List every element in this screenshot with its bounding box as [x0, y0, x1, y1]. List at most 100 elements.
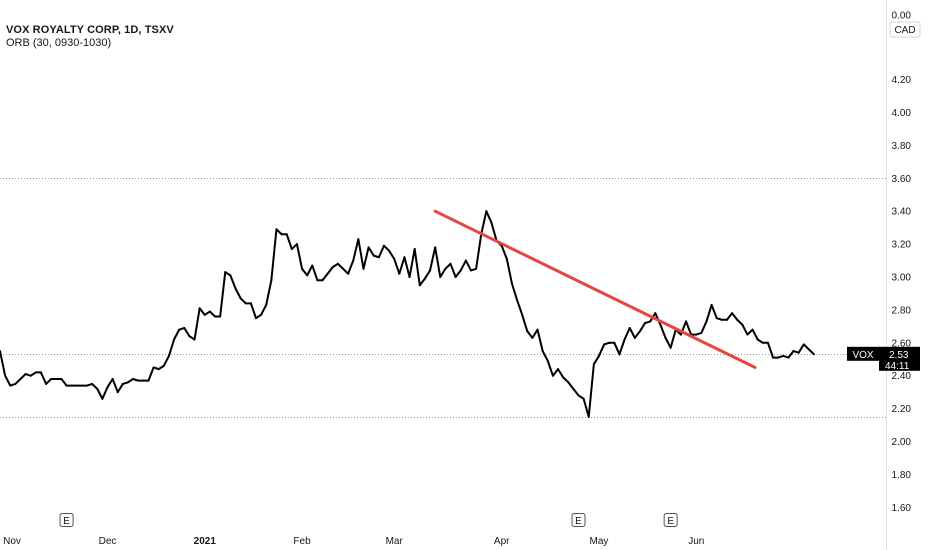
price-segment — [45, 377, 53, 385]
price-segment — [101, 386, 109, 400]
price-segment — [418, 277, 426, 287]
trendline-layer[interactable] — [433, 209, 757, 369]
price-segment — [285, 233, 293, 251]
price-segment — [480, 210, 488, 236]
price-segment — [434, 246, 442, 278]
price-segment — [756, 338, 764, 344]
price-segment — [239, 297, 247, 305]
currency-label: CAD — [894, 25, 915, 36]
price-segment — [275, 228, 283, 236]
price-segment — [429, 246, 437, 272]
price-segment — [797, 343, 805, 354]
price-segment — [229, 274, 237, 290]
price-segment — [106, 377, 114, 389]
price-segment — [60, 377, 68, 387]
price-segment — [126, 377, 135, 384]
price-segment — [147, 366, 155, 382]
price-segment — [254, 313, 263, 320]
price-segment — [219, 271, 227, 318]
y-tick-label: 3.80 — [892, 141, 912, 152]
price-segment — [531, 328, 539, 339]
y-tick-label: 2.20 — [892, 404, 912, 415]
y-tick-label: 1.80 — [892, 470, 912, 481]
price-segment — [326, 266, 334, 275]
price-segment — [510, 282, 519, 302]
price-segment — [628, 326, 636, 339]
x-tick-label: Mar — [386, 536, 404, 547]
price-segment — [29, 371, 37, 377]
price-segment — [633, 330, 641, 339]
earnings-marker-label: E — [63, 516, 70, 527]
price-segment — [751, 328, 759, 341]
price-segment — [224, 271, 232, 277]
price-segment — [736, 318, 744, 326]
price-segment — [741, 323, 749, 336]
price-segment — [725, 312, 734, 321]
price-segment — [183, 326, 191, 338]
price-segment — [234, 287, 242, 300]
price-segment — [459, 259, 467, 272]
price-segment — [557, 368, 565, 379]
price-segment — [403, 256, 411, 278]
price-segment — [659, 323, 667, 339]
price-segment — [807, 348, 815, 356]
price-segment — [669, 328, 677, 349]
x-tick-label: Jun — [688, 536, 704, 547]
earnings-marker-box — [663, 513, 678, 527]
price-segment — [577, 394, 585, 400]
time-axis[interactable]: Nov Dec 2021 Feb Mar Apr May Jun — [3, 536, 704, 547]
price-segment — [362, 246, 370, 270]
price-tag-value: 2.53 — [889, 350, 909, 361]
price-segment — [198, 307, 206, 316]
price-segment — [193, 307, 201, 341]
price-segment — [475, 233, 483, 270]
price-segment — [367, 246, 375, 257]
price-segment — [357, 238, 365, 270]
price-segment — [521, 313, 529, 333]
price-segment — [597, 343, 606, 357]
price-segment — [265, 279, 273, 306]
price-segment — [802, 343, 810, 351]
price-segment — [352, 238, 360, 262]
price-segment — [208, 310, 217, 318]
y-tick-label: 3.40 — [892, 207, 912, 218]
price-segment — [766, 341, 775, 359]
price-segment — [203, 310, 211, 316]
price-segment — [526, 330, 534, 339]
price-segment — [700, 320, 708, 334]
price-segment — [408, 248, 416, 278]
x-tick-label: Dec — [99, 536, 117, 547]
price-segment — [4, 374, 12, 387]
price-segment — [162, 354, 170, 367]
price-segment — [592, 354, 600, 366]
price-segment — [342, 267, 350, 275]
y-tick-label: 4.00 — [892, 108, 912, 119]
price-segment — [618, 338, 626, 356]
y-tick-label: 3.20 — [892, 240, 912, 251]
price-segment — [423, 269, 432, 280]
price-segment — [582, 397, 590, 418]
price-segment — [500, 244, 508, 260]
price-segment — [311, 264, 319, 282]
symbol-tag — [847, 346, 879, 361]
x-tick-label: Feb — [293, 536, 311, 547]
price-segment — [96, 387, 104, 400]
y-tick-label-top: 0.00 — [892, 11, 912, 22]
y-tick-label: 4.20 — [892, 75, 912, 86]
price-segment — [39, 371, 48, 385]
price-segment — [562, 376, 570, 384]
price-segment — [393, 257, 401, 275]
price-segment — [485, 210, 493, 224]
price-segment — [413, 248, 421, 287]
price-segment — [613, 341, 621, 356]
trendline — [433, 209, 757, 369]
price-segment — [449, 262, 457, 278]
price-segment — [587, 363, 595, 418]
y-tick-label: 2.60 — [892, 338, 912, 349]
y-tick-label: 2.40 — [892, 371, 912, 382]
price-axis[interactable]: 1.60 1.80 2.00 2.20 2.40 2.60 2.80 3.00 3.20 3.40… — [886, 0, 921, 550]
price-segment — [536, 328, 544, 353]
price-segment — [249, 302, 257, 320]
